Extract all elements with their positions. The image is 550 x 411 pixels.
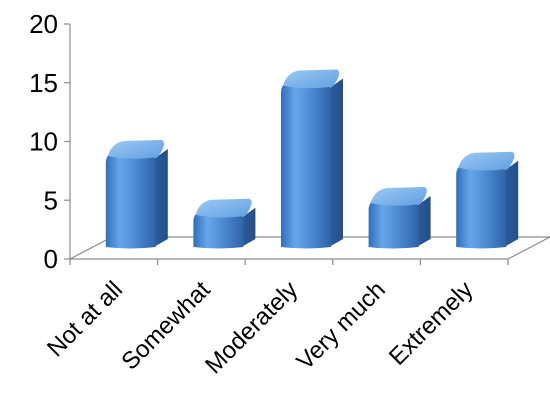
bar <box>368 187 431 249</box>
bar <box>105 140 168 249</box>
y-axis: 0 5 10 15 20 <box>29 9 509 274</box>
bar <box>281 69 343 249</box>
y-tick-label: 0 <box>44 244 58 274</box>
y-tick-label: 15 <box>29 68 58 98</box>
bar <box>456 151 519 249</box>
bars <box>105 69 519 249</box>
x-tick-label: Very much <box>292 276 391 375</box>
y-tick-label: 5 <box>44 185 58 215</box>
y-tick-label: 10 <box>29 127 58 157</box>
x-tick-label: Extremely <box>384 276 479 371</box>
x-tick-label: Moderately <box>200 276 303 379</box>
y-tick-label: 20 <box>29 9 58 39</box>
bar <box>193 198 256 249</box>
x-tick-label: Not at all <box>42 276 128 362</box>
